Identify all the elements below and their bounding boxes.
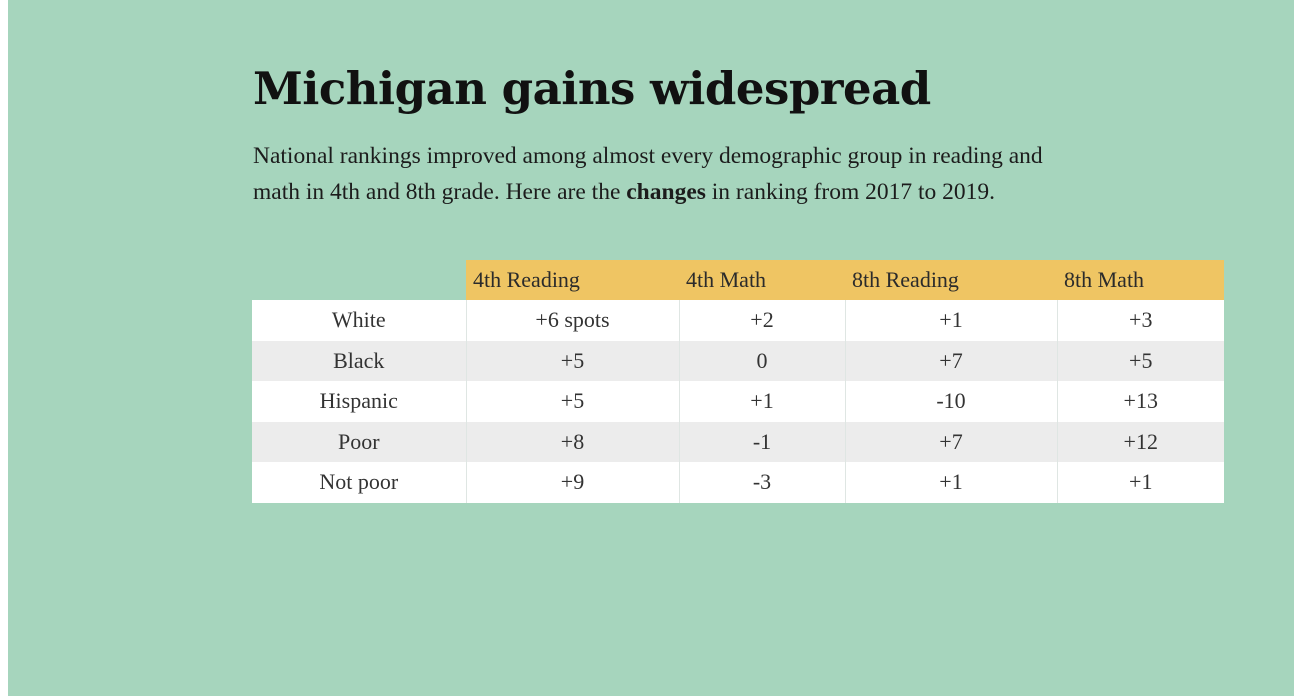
row-label-white: White	[252, 300, 466, 341]
table-cell: +1	[678, 381, 845, 422]
header-corner-cell	[252, 260, 466, 300]
table-cell: +13	[1056, 381, 1224, 422]
table-row-not-poor: Not poor +9 -3 +1 +1	[252, 462, 1224, 503]
table-row-black: Black +5 0 +7 +5	[252, 340, 1224, 381]
row-label-not-poor: Not poor	[252, 462, 466, 503]
row-label-black: Black	[252, 340, 466, 381]
column-header-8th-math: 8th Math	[1057, 260, 1224, 300]
table-cell: +7	[844, 340, 1057, 381]
table-cell: +5	[1056, 340, 1224, 381]
header-row: 4th Reading 4th Math 8th Reading 8th Mat…	[252, 260, 1224, 300]
subtitle-text-start: National rankings improved among almost …	[253, 143, 1043, 205]
table-body: White +6 spots +2 +1 +3 Black +5 0 +7 +5…	[252, 300, 1224, 503]
table-cell: -1	[678, 421, 845, 462]
chart-title: Michigan gains widespread	[253, 62, 931, 115]
row-label-hispanic: Hispanic	[252, 381, 466, 422]
table-header: 4th Reading 4th Math 8th Reading 8th Mat…	[252, 260, 1224, 300]
subtitle-text-end: in ranking from 2017 to 2019.	[705, 179, 996, 205]
table-cell: +1	[1056, 462, 1224, 503]
table-cell: +7	[844, 421, 1057, 462]
table-cell: +1	[844, 462, 1057, 503]
chart-header: Michigan gains widespread National ranki…	[253, 58, 1203, 210]
table-cell: +5	[465, 381, 679, 422]
table-cell: +3	[1056, 300, 1224, 341]
column-header-4th-math: 4th Math	[679, 260, 845, 300]
column-header-8th-reading: 8th Reading	[845, 260, 1057, 300]
table-cell: -10	[844, 381, 1057, 422]
table-row-white: White +6 spots +2 +1 +3	[252, 300, 1224, 341]
table-row-poor: Poor +8 -1 +7 +12	[252, 421, 1224, 462]
table-cell: +8	[465, 421, 679, 462]
table-cell: +9	[465, 462, 679, 503]
table-cell: +5	[465, 340, 679, 381]
table-cell: +12	[1056, 421, 1224, 462]
row-label-poor: Poor	[252, 421, 466, 462]
table-cell: 0	[678, 340, 845, 381]
ranking-changes-table: 4th Reading 4th Math 8th Reading 8th Mat…	[252, 260, 1224, 503]
table-cell: +6 spots	[465, 300, 679, 341]
column-header-4th-reading: 4th Reading	[466, 260, 679, 300]
table-cell: +2	[678, 300, 845, 341]
table-cell: -3	[678, 462, 845, 503]
table-cell: +1	[844, 300, 1057, 341]
subtitle-emphasis: changes	[626, 179, 706, 205]
table-row-hispanic: Hispanic +5 +1 -10 +13	[252, 381, 1224, 422]
chart-subtitle: National rankings improved among almost …	[253, 138, 1083, 210]
